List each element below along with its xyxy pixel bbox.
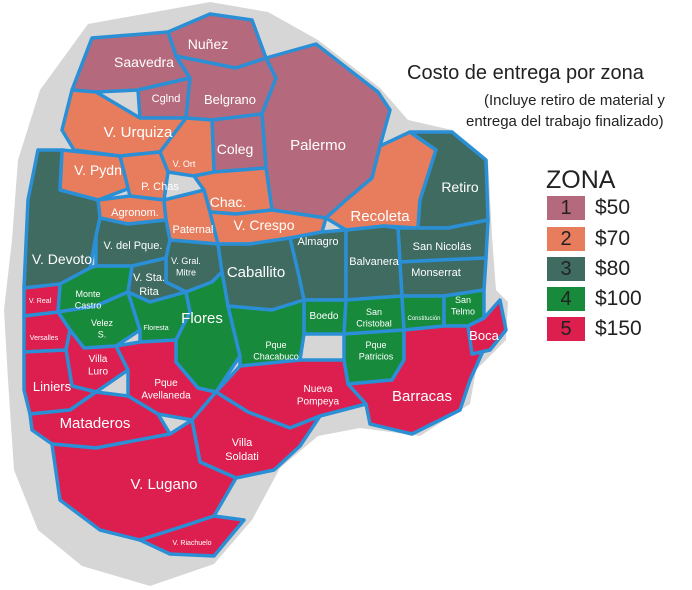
label-caballito: Caballito: [227, 264, 285, 281]
legend-item-zone-3: 3 $80: [547, 257, 630, 281]
label-almagro: Almagro: [298, 236, 339, 248]
legend-price: $70: [595, 227, 631, 250]
legend-item-zone-5: 5 $150: [547, 317, 642, 341]
label-pompeya: Nueva Pompeya: [297, 384, 340, 408]
subtitle-line-1: (Incluye retiro de material y: [484, 92, 665, 109]
label-velez: Velez S.: [91, 318, 114, 339]
label-monserrat: Monserrat: [411, 267, 461, 279]
legend-price: $50: [595, 196, 631, 219]
label-vluro: Villa Luro: [88, 354, 108, 378]
label-delparque: V. del Pque.: [104, 240, 163, 252]
zone-pchas: [118, 150, 170, 202]
label-constitucion: Constitución: [407, 316, 440, 322]
label-palermo: Palermo: [290, 137, 346, 154]
legend-title: ZONA: [546, 166, 616, 194]
legend-price: $80: [595, 257, 631, 280]
label-sancristobal: San Cristobal: [356, 307, 392, 328]
label-santarita: V. Sta. Rita: [133, 272, 165, 298]
label-vreal: V. Real: [29, 298, 52, 305]
subtitle-line-2: entrega del trabajo finalizado): [466, 113, 664, 130]
label-belgrano: Belgrano: [204, 92, 256, 107]
zone-riachuelo: [138, 514, 246, 558]
zone-boca: [466, 298, 508, 356]
label-avellaneda: Pque Avellaneda: [141, 378, 191, 402]
label-coghlan: Cglnd: [152, 93, 181, 105]
label-lugano: V. Lugano: [130, 476, 197, 493]
label-ortuzar: V. Ort: [173, 159, 196, 169]
legend-item-zone-4: 4 $100: [547, 287, 642, 311]
label-montecastro: Monte Castro: [75, 289, 102, 310]
label-boedo: Boedo: [310, 311, 339, 322]
label-barracas: Barracas: [392, 388, 452, 405]
label-mataderos: Mataderos: [60, 415, 131, 432]
label-chacarita: Chac.: [210, 194, 247, 210]
label-riachuelo: V. Riachuelo: [172, 540, 211, 547]
label-coleg: Coleg: [217, 141, 254, 157]
zone-versalles: [22, 310, 72, 354]
legend-swatch-4: 4: [547, 287, 585, 311]
label-pueyrredon: V. Pydn: [74, 162, 122, 178]
label-agronomia: Agronom.: [111, 207, 159, 219]
legend-zone-number: 4: [560, 287, 572, 310]
label-crespo: V. Crespo: [234, 217, 295, 233]
legend-swatch-2: 2: [547, 227, 585, 251]
zone-mataderos: [28, 390, 172, 450]
label-nunez: Nuñez: [188, 36, 228, 52]
legend-price: $150: [595, 317, 642, 340]
label-sannicolas: San Nicolás: [413, 241, 472, 253]
label-paternal: Paternal: [173, 224, 214, 236]
label-versalles: Versalles: [30, 335, 59, 342]
legend-item-zone-1: 1 $50: [547, 196, 630, 220]
label-devoto: V. Devoto: [32, 251, 92, 267]
label-pchas: P. Chas: [141, 181, 179, 193]
label-urquiza: V. Urquiza: [104, 124, 173, 141]
legend-item-zone-2: 2 $70: [547, 227, 630, 251]
legend-swatch-1: 1: [547, 196, 585, 220]
legend-swatch-5: 5: [547, 317, 585, 341]
legend-zone-number: 5: [560, 317, 572, 340]
label-boca: Boca: [469, 328, 499, 343]
label-liniers: Liniers: [33, 379, 72, 394]
label-flores: Flores: [181, 310, 223, 327]
legend-swatch-3: 3: [547, 257, 585, 281]
label-floresta: Floresta: [143, 325, 168, 332]
label-patricios: Pque Patricios: [359, 340, 394, 361]
legend-zone-number: 1: [560, 196, 572, 219]
legend-zone-number: 3: [560, 257, 572, 280]
zone-belgrano: [174, 54, 278, 122]
label-mitre: V. Gral. Mitre: [171, 256, 201, 277]
legend-price: $100: [595, 287, 642, 310]
label-balvanera: Balvanera: [349, 256, 399, 268]
label-saavedra: Saavedra: [114, 54, 174, 70]
label-soldati: Villa Soldati: [225, 437, 259, 463]
zone-chacabuco: [226, 298, 306, 368]
label-retiro: Retiro: [441, 179, 479, 195]
map-title: Costo de entrega por zona: [407, 62, 644, 84]
label-santelmo: San Telmo: [451, 295, 475, 316]
zone-lugano: [50, 418, 238, 542]
legend-zone-number: 2: [560, 227, 572, 250]
label-recoleta: Recoleta: [350, 208, 410, 225]
label-chacabuco: Pque Chacabuco: [253, 340, 299, 361]
